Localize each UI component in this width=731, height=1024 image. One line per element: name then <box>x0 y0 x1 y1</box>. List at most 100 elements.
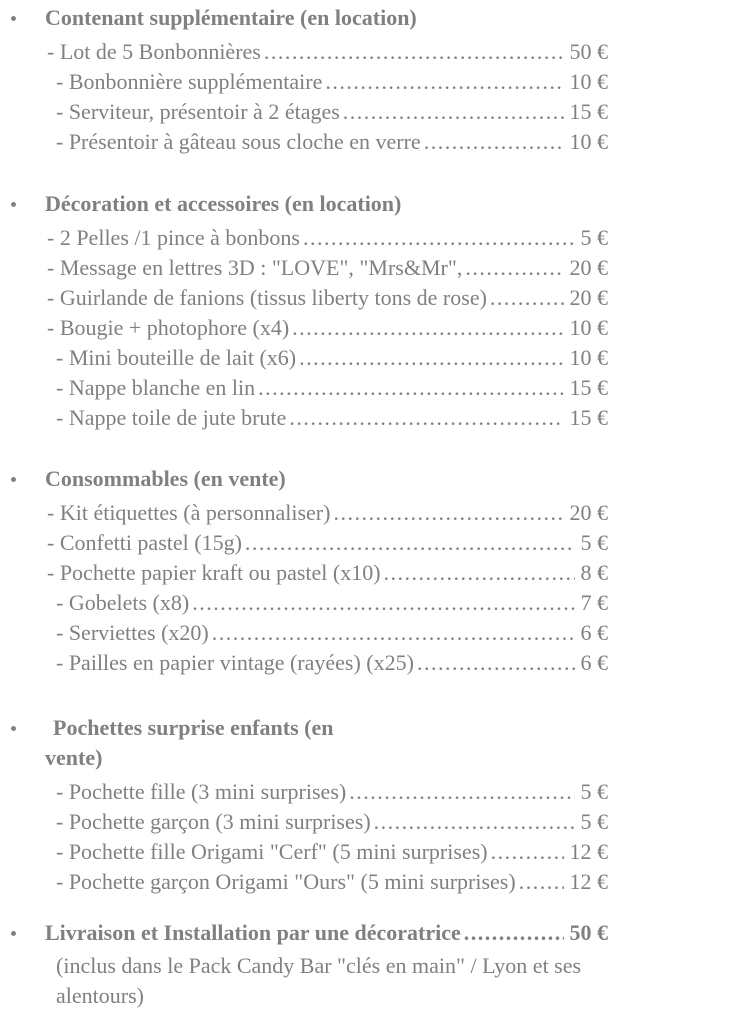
item-price: 10 € <box>569 69 609 94</box>
item-price: 15 € <box>569 375 609 400</box>
price-row: - Pochette papier kraft ou pastel (x10) … <box>45 558 608 588</box>
dot-leader <box>261 37 564 67</box>
price-row: - Kit étiquettes (à personnaliser) 20 € <box>45 498 608 528</box>
price-row: - Confetti pastel (15g) 5 € <box>45 528 608 558</box>
price-row: - Bougie + photophore (x4) 10 € <box>45 313 608 343</box>
item-label: - Serviteur, présentoir à 2 étages <box>56 99 340 124</box>
item-price: 5 € <box>580 225 609 250</box>
section-title-line1: Pochettes surprise enfants (en <box>53 715 334 740</box>
section-consommables: Consommables (en vente) - Kit étiquettes… <box>0 464 731 678</box>
dot-leader <box>461 918 564 948</box>
item-price: 10 € <box>569 315 609 340</box>
item-label: - Pochette papier kraft ou pastel (x10) <box>47 560 381 585</box>
item-label: - Confetti pastel (15g) <box>47 530 242 555</box>
price-row: - Nappe toile de jute brute 15 € <box>45 403 608 433</box>
item-label: - Mini bouteille de lait (x6) <box>56 345 297 370</box>
item-label: - Serviettes (x20) <box>56 620 209 645</box>
dot-leader <box>414 648 575 678</box>
item-label: - Pochette fille (3 mini surprises) <box>56 779 347 804</box>
item-label: - Lot de 5 Bonbonnières <box>47 39 261 64</box>
item-label: - Pochette garçon (3 mini surprises) <box>56 809 371 834</box>
item-label: - Guirlande de fanions (tissus liberty t… <box>47 285 487 310</box>
item-label: - Bougie + photophore (x4) <box>47 315 290 340</box>
item-label: Livraison et Installation par une décora… <box>45 920 461 945</box>
dot-leader <box>330 498 563 528</box>
section-decoration-accessoires: Décoration et accessoires (en location) … <box>0 189 731 433</box>
price-row: - Lot de 5 Bonbonnières 50 € <box>45 37 608 67</box>
item-label: - Nappe blanche en lin <box>56 375 256 400</box>
item-price: 6 € <box>580 650 609 675</box>
bullet-icon <box>11 931 16 936</box>
item-price: 8 € <box>580 560 609 585</box>
section-items: - Pochette fille (3 mini surprises) 5 € … <box>45 777 731 897</box>
item-price: 15 € <box>569 99 609 124</box>
item-price: 10 € <box>569 345 609 370</box>
price-row: - Serviettes (x20) 6 € <box>45 618 608 648</box>
price-row: - Bonbonnière supplémentaire 10 € <box>45 67 608 97</box>
dot-leader <box>421 127 564 157</box>
dot-leader <box>296 343 563 373</box>
item-price: 20 € <box>569 255 609 280</box>
price-row: - Guirlande de fanions (tissus liberty t… <box>45 283 608 313</box>
item-label: - Kit étiquettes (à personnaliser) <box>47 500 331 525</box>
item-price: 50 € <box>569 920 609 945</box>
dot-leader <box>487 283 564 313</box>
price-row: - Mini bouteille de lait (x6) 10 € <box>45 343 608 373</box>
price-row: - Nappe blanche en lin 15 € <box>45 373 608 403</box>
item-label: - Bonbonnière supplémentaire <box>56 69 323 94</box>
dot-leader <box>381 558 575 588</box>
item-price: 15 € <box>569 405 609 430</box>
delivery-note: (inclus dans le Pack Candy Bar "clés en … <box>56 953 582 1008</box>
item-label: - Pochette fille Origami "Cerf" (5 mini … <box>56 839 488 864</box>
dot-leader <box>516 867 564 897</box>
item-price: 10 € <box>569 129 609 154</box>
price-row: - Pochette garçon Origami "Ours" (5 mini… <box>45 867 608 897</box>
dot-leader <box>286 403 563 433</box>
dot-leader <box>209 618 575 648</box>
dot-leader <box>189 588 574 618</box>
price-row: - Message en lettres 3D : "LOVE", "Mrs&M… <box>45 253 608 283</box>
item-price: 5 € <box>580 779 609 804</box>
price-row: - Gobelets (x8) 7 € <box>45 588 608 618</box>
dot-leader <box>322 67 563 97</box>
item-label: - Nappe toile de jute brute <box>56 405 287 430</box>
section-title: Contenant supplémentaire (en location) <box>45 5 417 30</box>
dot-leader <box>462 253 563 283</box>
dot-leader <box>488 837 564 867</box>
section-contenant-supplementaire: Contenant supplémentaire (en location) -… <box>0 3 731 157</box>
price-row: - Pochette fille Origami "Cerf" (5 mini … <box>45 837 608 867</box>
dot-leader <box>242 528 575 558</box>
item-price: 12 € <box>569 869 609 894</box>
price-row: - Serviteur, présentoir à 2 étages 15 € <box>45 97 608 127</box>
section-title: Décoration et accessoires (en location) <box>45 191 402 216</box>
item-price: 5 € <box>580 809 609 834</box>
price-row: Livraison et Installation par une décora… <box>45 918 608 948</box>
item-label: - Présentoir à gâteau sous cloche en ver… <box>56 129 421 154</box>
item-label: - Pailles en papier vintage (rayées) (x2… <box>56 650 414 675</box>
item-price: 50 € <box>569 39 609 64</box>
dot-leader <box>255 373 563 403</box>
item-label: - Message en lettres 3D : "LOVE", "Mrs&M… <box>47 255 463 280</box>
section-livraison-installation: Livraison et Installation par une décora… <box>0 918 731 1011</box>
bullet-icon <box>11 16 16 21</box>
section-title: Consommables (en vente) <box>45 466 286 491</box>
item-label: - Gobelets (x8) <box>56 590 190 615</box>
bullet-icon <box>11 726 16 731</box>
dot-leader <box>300 223 575 253</box>
item-price: 12 € <box>569 839 609 864</box>
dot-leader <box>371 807 575 837</box>
item-price: 20 € <box>569 500 609 525</box>
section-pochettes-surprise: Pochettes surprise enfants (en vente) - … <box>0 713 731 897</box>
price-row: - Pailles en papier vintage (rayées) (x2… <box>45 648 608 678</box>
item-price: 20 € <box>569 285 609 310</box>
item-price: 5 € <box>580 530 609 555</box>
item-price: 7 € <box>580 590 609 615</box>
section-items: - Kit étiquettes (à personnaliser) 20 € … <box>45 498 731 678</box>
item-price: 6 € <box>580 620 609 645</box>
section-items: - Lot de 5 Bonbonnières 50 € - Bonbonniè… <box>45 37 731 157</box>
bullet-icon <box>11 202 16 207</box>
price-row: - Pochette fille (3 mini surprises) 5 € <box>45 777 608 807</box>
price-row: - 2 Pelles /1 pince à bonbons 5 € <box>45 223 608 253</box>
bullet-icon <box>11 477 16 482</box>
